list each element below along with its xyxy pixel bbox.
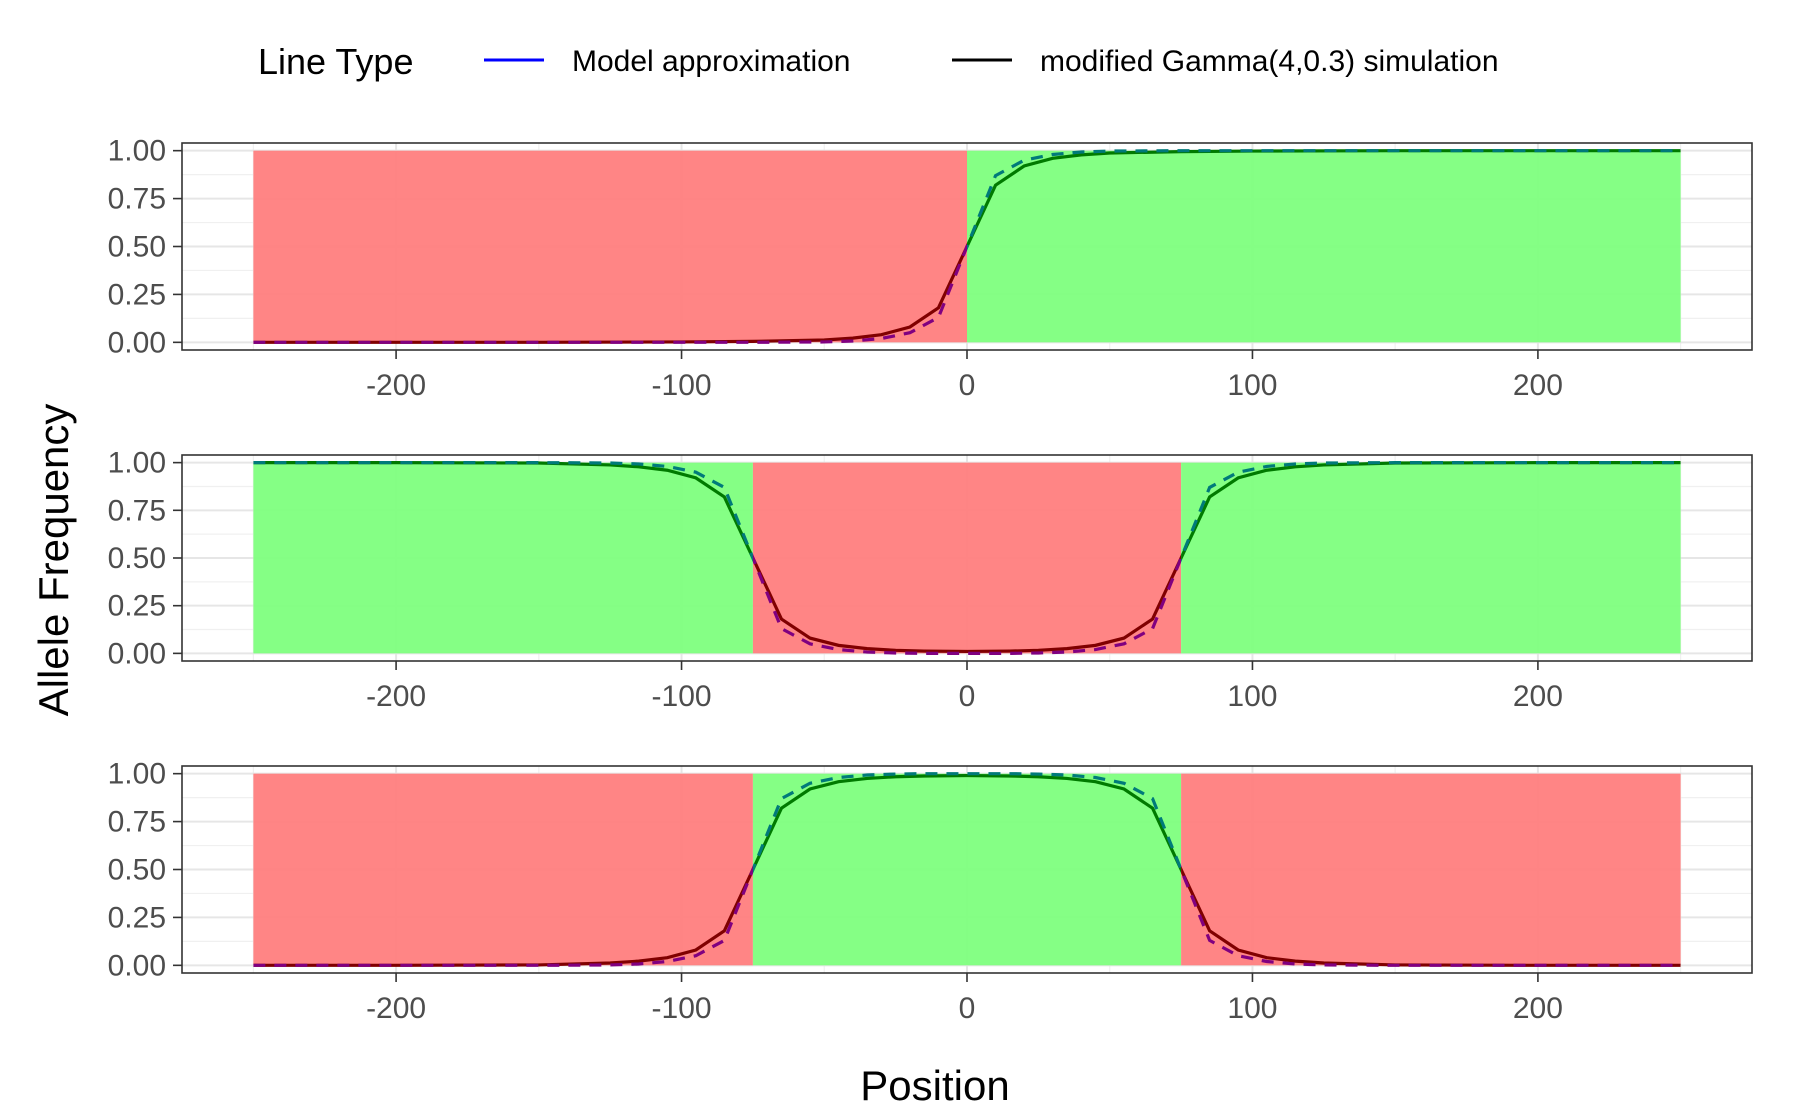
- x-tick-label: -200: [366, 680, 426, 713]
- y-tick-label: 0.75: [108, 183, 166, 216]
- series-line-model: [967, 149, 1681, 251]
- y-tick-label: 0.50: [108, 854, 166, 887]
- x-tick-label: -100: [652, 369, 712, 402]
- legend-label-simulation: modified Gamma(4,0.3) simulation: [1040, 45, 1499, 78]
- x-tick-label: 0: [959, 992, 976, 1025]
- y-tick-label: 0.00: [108, 637, 166, 670]
- x-tick-label: -100: [652, 992, 712, 1025]
- panel-2: 0.00 0.25 0.50 0.75 1.00 -200 -100 0 100 200: [108, 447, 1753, 713]
- legend-label-model: Model approximation: [572, 45, 850, 78]
- panel-1: 0.00 0.25 0.50 0.75 1.00 -200 -100 0 100 200: [108, 135, 1753, 402]
- y-tick-label: 1.00: [108, 758, 166, 791]
- region-green: [253, 462, 753, 654]
- panel-3: 0.00 0.25 0.50 0.75 1.00 -200 -100 0 100 200: [108, 758, 1753, 1025]
- x-tick-label: -200: [366, 992, 426, 1025]
- y-tick-label: 0.75: [108, 806, 166, 839]
- x-tick-label: 200: [1513, 369, 1563, 402]
- series-line-model: [1181, 461, 1681, 563]
- panels: 0.000.250.500.751.00-200 -100 0 100 2000.000…: [108, 135, 1753, 1025]
- region-green: [752, 773, 1182, 966]
- y-tick-label: 1.00: [108, 447, 166, 480]
- x-tick-label: 200: [1513, 680, 1563, 713]
- y-tick-label: 0.25: [108, 901, 166, 934]
- y-axis-title: Allele Frequency: [30, 404, 77, 717]
- x-tick-label: 100: [1227, 369, 1277, 402]
- series-line-simulation: [752, 554, 1182, 654]
- region-red: [253, 773, 753, 966]
- y-tick-label: 0.00: [108, 949, 166, 982]
- region-red: [1181, 773, 1681, 966]
- series-line-simulation: [253, 865, 753, 967]
- series-line-model: [1181, 865, 1681, 967]
- y-tick-label: 0.50: [108, 542, 166, 575]
- region-red: [752, 462, 1182, 654]
- y-tick-label: 0.50: [108, 231, 166, 264]
- legend-title: Line Type: [258, 41, 413, 82]
- region-green: [1181, 462, 1681, 654]
- series-line-simulation: [1181, 865, 1681, 967]
- y-tick-label: 1.00: [108, 135, 166, 168]
- series-line-simulation: [253, 461, 753, 562]
- x-axis-title: Position: [860, 1062, 1009, 1109]
- legend: Line Type Model approximation modified G…: [258, 41, 1499, 82]
- y-tick-label: 0.25: [108, 590, 166, 623]
- region-green: [967, 150, 1681, 343]
- x-tick-label: 100: [1227, 680, 1277, 713]
- x-tick-label: -100: [652, 680, 712, 713]
- x-tick-label: 0: [959, 369, 976, 402]
- y-tick-label: 0.25: [108, 278, 166, 311]
- region-red: [253, 150, 967, 343]
- x-tick-label: 100: [1227, 992, 1277, 1025]
- x-tick-label: 200: [1513, 992, 1563, 1025]
- x-tick-label: 0: [959, 680, 976, 713]
- series-line-model: [253, 242, 967, 344]
- x-tick-label: -200: [366, 369, 426, 402]
- y-tick-label: 0.00: [108, 326, 166, 359]
- series-line-simulation: [1181, 461, 1681, 562]
- series-line-simulation: [752, 773, 1182, 874]
- y-tick-label: 0.75: [108, 494, 166, 527]
